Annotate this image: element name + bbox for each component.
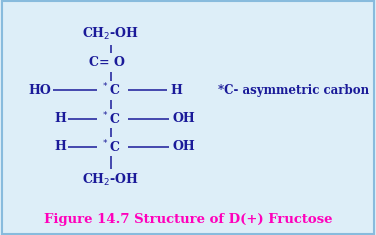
Text: $^*$C: $^*$C bbox=[101, 110, 121, 127]
Text: $^*$C: $^*$C bbox=[101, 139, 121, 155]
Text: Figure 14.7 Structure of D(+) Fructose: Figure 14.7 Structure of D(+) Fructose bbox=[44, 213, 332, 226]
Text: C= O: C= O bbox=[89, 56, 125, 69]
Text: CH$_2$-OH: CH$_2$-OH bbox=[82, 172, 139, 188]
Text: OH: OH bbox=[172, 140, 195, 153]
Text: $^*$C: $^*$C bbox=[101, 82, 121, 99]
Text: H: H bbox=[54, 112, 66, 125]
Text: H: H bbox=[170, 84, 182, 97]
Text: HO: HO bbox=[28, 84, 51, 97]
Text: CH$_2$-OH: CH$_2$-OH bbox=[82, 26, 139, 42]
Text: OH: OH bbox=[172, 112, 195, 125]
Text: *C- asymmetric carbon: *C- asymmetric carbon bbox=[218, 84, 369, 97]
Text: H: H bbox=[54, 140, 66, 153]
